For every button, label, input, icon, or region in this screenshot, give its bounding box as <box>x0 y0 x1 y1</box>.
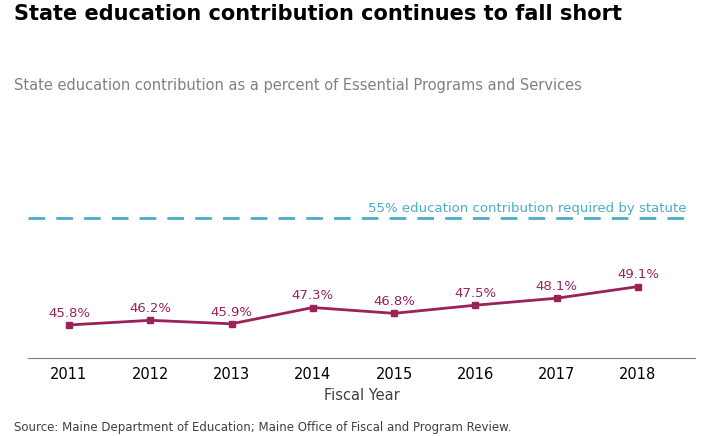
Text: State education contribution as a percent of Essential Programs and Services: State education contribution as a percen… <box>14 78 582 93</box>
Text: 45.9%: 45.9% <box>211 306 252 319</box>
Text: 48.1%: 48.1% <box>536 280 578 293</box>
Text: 45.8%: 45.8% <box>48 307 90 320</box>
X-axis label: Fiscal Year: Fiscal Year <box>324 388 399 403</box>
Text: State education contribution continues to fall short: State education contribution continues t… <box>14 4 623 24</box>
Text: 47.5%: 47.5% <box>454 287 496 300</box>
Text: 55% education contribution required by statute: 55% education contribution required by s… <box>368 201 687 215</box>
Text: 46.2%: 46.2% <box>129 302 172 315</box>
Text: Source: Maine Department of Education; Maine Office of Fiscal and Program Review: Source: Maine Department of Education; M… <box>14 421 512 434</box>
Text: 47.3%: 47.3% <box>292 290 334 302</box>
Text: 46.8%: 46.8% <box>373 295 415 308</box>
Text: 49.1%: 49.1% <box>617 269 659 281</box>
